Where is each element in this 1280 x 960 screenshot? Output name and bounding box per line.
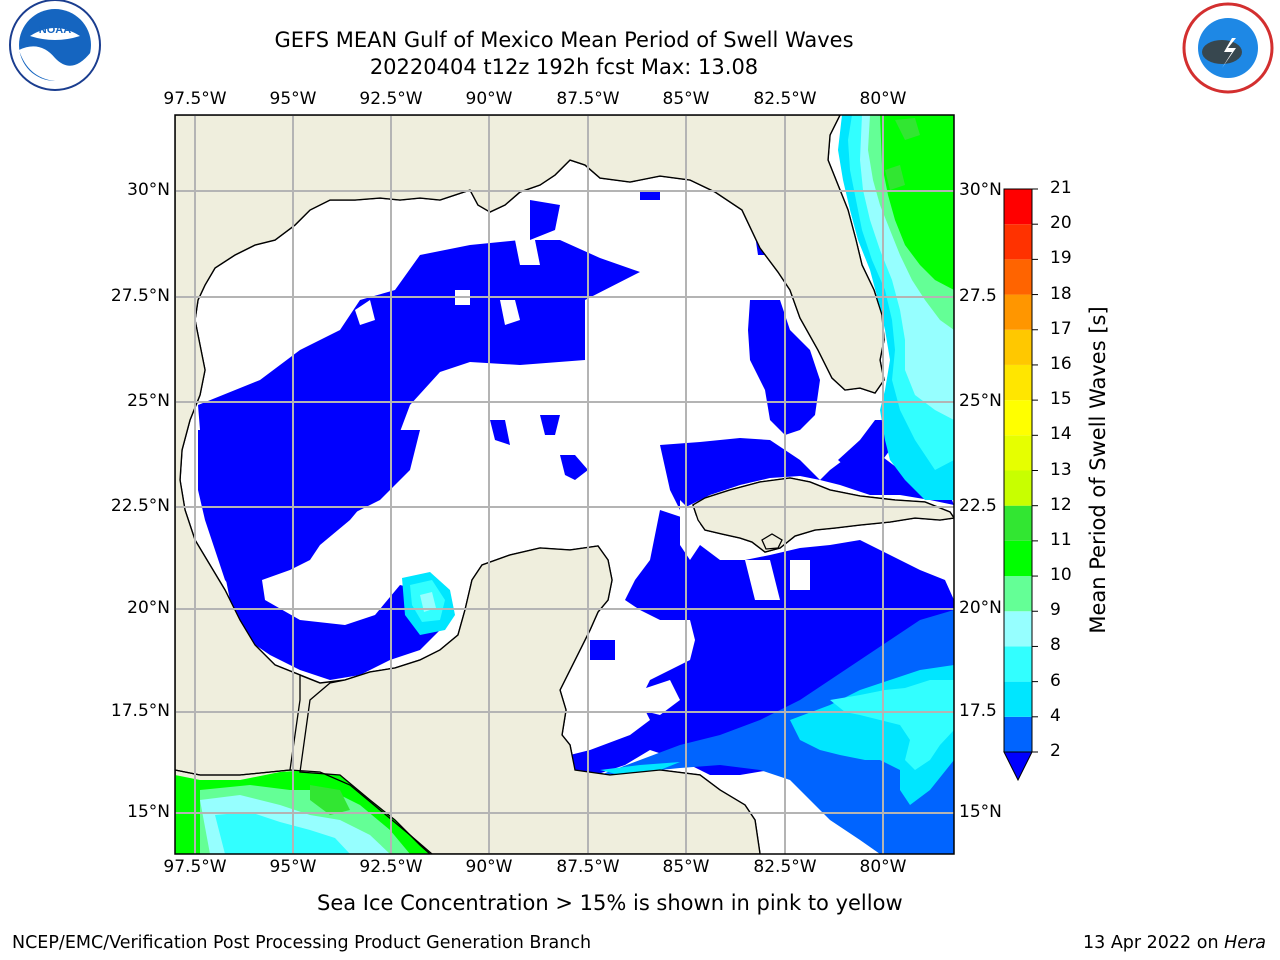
colorbar-bin — [1004, 470, 1032, 506]
lat-label-right: 30°N — [959, 180, 1002, 200]
lat-label-left: 20°N — [127, 598, 170, 618]
colorbar-tick-label: 13 — [1050, 459, 1072, 480]
lon-label-bottom: 97.5°W — [163, 857, 227, 877]
colorbar-tick-label: 2 — [1050, 741, 1061, 761]
colorbar-tick-label: 10 — [1050, 565, 1072, 586]
lon-label-bottom: 92.5°W — [359, 857, 423, 877]
colorbar-tick-label: 6 — [1050, 670, 1061, 691]
lat-label-left: 15°N — [127, 802, 170, 822]
colorbar-tick-label: 11 — [1050, 529, 1072, 550]
lat-label-left: 27.5°N — [110, 286, 170, 306]
footer-credit: NCEP/EMC/Verification Post Processing Pr… — [12, 933, 592, 953]
lat-label-right: 22.5 — [959, 496, 997, 516]
lon-label-top: 92.5°W — [359, 89, 423, 109]
colorbar-bin — [1004, 716, 1032, 752]
lon-label-top: 95°W — [269, 89, 317, 109]
colorbar-tick-label: 21 — [1050, 178, 1072, 198]
lat-label-right: 17.5 — [959, 701, 997, 721]
lon-label-bottom: 95°W — [269, 857, 317, 877]
lon-label-top: 97.5°W — [163, 89, 227, 109]
map-frame — [174, 114, 955, 855]
colorbar-tick-label: 18 — [1050, 283, 1072, 304]
caribbean-swell — [600, 610, 954, 854]
lon-label-top: 87.5°W — [556, 89, 620, 109]
colorbar-tick-label: 16 — [1050, 353, 1072, 374]
colorbar-bin — [1004, 400, 1032, 436]
campeche-swell — [402, 572, 455, 635]
colorbar-tick-label: 17 — [1050, 318, 1072, 339]
colorbar-bin — [1004, 611, 1032, 647]
lon-label-bottom: 85°W — [662, 857, 710, 877]
colorbar-tick-label: 19 — [1050, 248, 1072, 269]
noaa-logo-text: NOAA — [39, 24, 71, 36]
lat-label-right: 20°N — [959, 598, 1002, 618]
colorbar-bin — [1004, 364, 1032, 401]
chart-subtitle: 20220404 t12z 192h fcst Max: 13.08 — [369, 55, 759, 79]
colorbar-tick-label: 9 — [1050, 600, 1061, 621]
lon-label-bottom: 90°W — [465, 857, 513, 877]
map-area — [175, 115, 954, 854]
colorbar-bin — [1004, 646, 1032, 682]
colorbar-bin — [1004, 505, 1032, 541]
colorbar-bin — [1004, 540, 1032, 577]
colorbar-bin — [1004, 329, 1032, 365]
pacific-coastline — [175, 769, 433, 854]
colorbar-bin — [1004, 435, 1032, 471]
footer-date: 13 Apr 2022 on Hera — [1083, 933, 1266, 953]
colorbar-bin — [1004, 224, 1032, 260]
lat-label-left: 17.5°N — [110, 701, 170, 721]
colorbar-tick-label: 12 — [1050, 494, 1072, 515]
colorbar-bin — [1004, 294, 1032, 330]
noaa-logo — [9, 0, 101, 91]
chart-title: GEFS MEAN Gulf of Mexico Mean Period of … — [274, 28, 854, 52]
lon-label-bottom: 82.5°W — [753, 857, 817, 877]
lat-label-left: 30°N — [127, 180, 170, 200]
colorbar-bin — [1004, 681, 1032, 717]
colorbar — [1003, 188, 1038, 782]
colorbar-under-arrow — [1003, 751, 1033, 782]
lon-label-top: 80°W — [859, 89, 907, 109]
colorbar-label: Mean Period of Swell Waves [s] — [1086, 306, 1110, 634]
colorbar-bin — [1004, 576, 1032, 612]
lat-label-right: 15°N — [959, 802, 1002, 822]
swell-gaps — [355, 240, 810, 715]
lon-label-bottom: 87.5°W — [556, 857, 620, 877]
colorbar-tick-label: 14 — [1050, 424, 1072, 445]
graticule — [175, 115, 954, 854]
lat-label-left: 25°N — [127, 391, 170, 411]
colorbar-tick-label: 4 — [1050, 705, 1061, 726]
footer-host: Hera — [1224, 933, 1266, 953]
lat-label-right: 27.5 — [959, 286, 997, 306]
colorbar-bin — [1004, 189, 1032, 225]
colorbar-bin — [1004, 259, 1032, 295]
sea-ice-note: Sea Ice Concentration > 15% is shown in … — [317, 891, 903, 915]
lon-label-top: 90°W — [465, 89, 513, 109]
colorbar-tick-label: 20 — [1050, 213, 1072, 234]
lon-label-top: 82.5°W — [753, 89, 817, 109]
lon-label-top: 85°W — [662, 89, 710, 109]
land-overlay — [175, 115, 954, 854]
lat-label-right: 25°N — [959, 391, 1002, 411]
footer-date-text: 13 Apr 2022 on — [1082, 933, 1219, 953]
colorbar-tick-label: 15 — [1050, 389, 1072, 410]
lat-label-left: 22.5°N — [110, 496, 170, 516]
nws-logo — [1182, 2, 1274, 94]
lon-label-bottom: 80°W — [859, 857, 907, 877]
colorbar-tick-label: 8 — [1050, 635, 1061, 656]
